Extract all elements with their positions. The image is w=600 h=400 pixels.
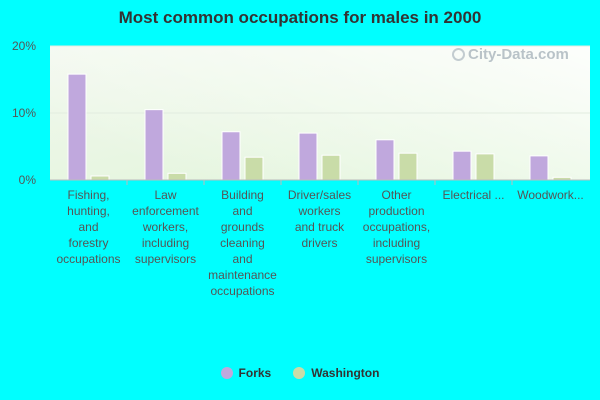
bar-forks [67,73,87,181]
legend-item-forks: Forks [220,366,272,380]
bar-forks [221,131,241,181]
y-tick-label: 0% [19,173,37,187]
bar-forks [529,155,549,181]
legend-item-washington: Washington [293,366,379,380]
legend: Forks Washington [0,366,600,380]
bar-washington [167,172,187,181]
bar-washington [398,152,418,181]
bar-forks [144,109,164,181]
legend-swatch-washington [293,367,306,379]
bar-washington [90,175,110,181]
bar-forks [452,150,472,181]
bar-forks [375,139,395,181]
x-tick-label: Electrical ... [442,188,504,202]
magnifier-icon [452,48,465,61]
bar-washington [321,154,341,181]
legend-label-washington: Washington [311,366,380,380]
y-tick-label: 20% [12,39,36,53]
y-tick-label: 10% [12,106,36,120]
x-tick-label: Building and grounds cleaning and maintenance… [208,188,277,298]
bar-forks [298,132,318,181]
bar-washington [244,156,264,181]
chart-title: Most common occupations for males in 200… [118,8,482,27]
watermark: City-Data.com [452,46,569,63]
bar-washington [475,153,495,181]
watermark-text: City-Data.com [468,46,569,63]
x-tick-label: Other production occupations, including supe… [363,188,430,266]
x-tick-label: Driver/sales workers and truck drivers [288,188,351,250]
x-tick-label: Fishing, hunting, and forestry occupations [56,188,120,266]
legend-label-forks: Forks [238,366,272,380]
legend-swatch-forks [220,367,233,379]
x-tick-label: Law enforcement workers, including superviso… [132,188,199,266]
x-tick-label: Woodwork... [517,188,583,202]
